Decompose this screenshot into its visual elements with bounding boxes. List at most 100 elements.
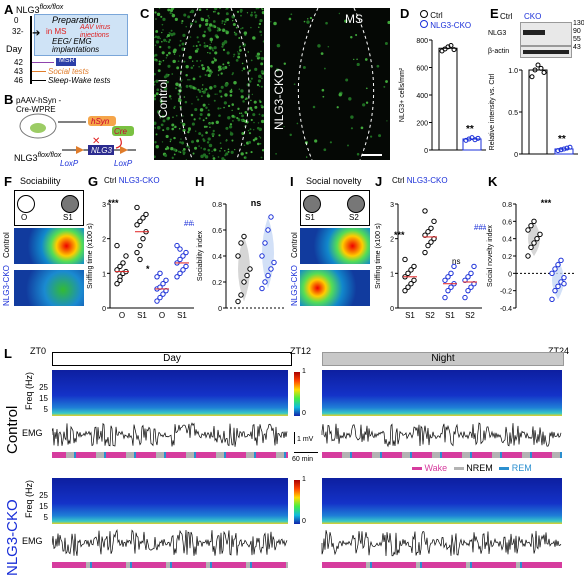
y-tick-label: 0.4 xyxy=(502,237,512,244)
cell-dot xyxy=(242,100,245,103)
cell-dot xyxy=(196,60,199,62)
data-point xyxy=(528,222,534,229)
cell-dot xyxy=(154,83,156,86)
data-point xyxy=(552,287,558,294)
cell-dot xyxy=(213,46,217,50)
cell-dot xyxy=(215,35,219,39)
colorbar-top-cko: 1 xyxy=(302,476,306,483)
cell-dot xyxy=(206,45,209,48)
cell-dot xyxy=(212,135,214,138)
legend-d: Ctrl NLG3-CKO xyxy=(420,10,471,30)
cell-dot xyxy=(177,60,180,63)
cell-dot xyxy=(260,156,263,159)
cell-dot xyxy=(173,53,176,55)
x-tick-label: O xyxy=(119,311,125,320)
cell-dot xyxy=(345,78,349,82)
x-tick-label: O xyxy=(159,311,165,320)
data-point xyxy=(567,144,573,150)
panel-label-i: I xyxy=(290,174,294,189)
cell-dot xyxy=(199,108,204,112)
cell-dot xyxy=(211,47,214,50)
emg-label-cko: EMG xyxy=(22,536,43,546)
data-point xyxy=(525,227,531,233)
cell-dot xyxy=(356,62,360,67)
cell-dot xyxy=(254,14,258,17)
cell-dot xyxy=(210,41,213,43)
data-point xyxy=(183,249,189,256)
timeline-axis xyxy=(30,16,32,84)
cell-dot xyxy=(233,53,236,56)
micrograph-cko-dots xyxy=(270,8,390,160)
cell-dot xyxy=(213,99,216,102)
cell-dot xyxy=(203,30,207,33)
cell-dot xyxy=(207,67,210,70)
aav-note: AAV virus injections xyxy=(80,24,111,39)
y-tick-label: 0.8 xyxy=(212,202,222,209)
cell-dot xyxy=(383,85,386,88)
cell-dot xyxy=(185,159,188,160)
cell-dot xyxy=(314,139,318,143)
chart-h: 0 0.2 0.4 0.6 0.8 Sociability index ns xyxy=(197,198,286,313)
cell-dot xyxy=(205,131,208,134)
blot-row-nlg3: NLG3 xyxy=(488,30,507,37)
social-tests-label: Social tests xyxy=(48,67,89,76)
data-point xyxy=(442,294,448,301)
novelty-arena: S1 S2 xyxy=(300,190,370,226)
cell-dot xyxy=(217,12,220,15)
cell-dot xyxy=(251,93,254,96)
cell-dot xyxy=(225,83,229,86)
cell-dot xyxy=(253,121,255,124)
data-point xyxy=(555,261,561,268)
x-tick-label: S1 xyxy=(405,311,415,320)
cell-dot xyxy=(197,98,200,101)
freq-label-cko: Freq (Hz) xyxy=(24,480,34,518)
cell-dot xyxy=(240,112,243,114)
cell-dot xyxy=(191,122,195,126)
day-label: Day xyxy=(6,44,23,54)
cell-dot xyxy=(191,60,194,62)
cell-dot xyxy=(163,38,167,42)
bar xyxy=(438,47,458,151)
cell-dot xyxy=(231,139,234,142)
novelty-title: Social novelty xyxy=(306,176,362,186)
data-point xyxy=(244,272,250,279)
cell-dot xyxy=(159,37,162,40)
ms-boundary-left xyxy=(179,8,199,160)
cell-dot xyxy=(198,25,201,28)
cell-dot xyxy=(219,150,221,152)
data-point xyxy=(555,283,561,290)
data-point xyxy=(174,242,180,249)
cell-dot xyxy=(250,26,252,29)
cell-dot xyxy=(200,17,203,19)
chart-e: 0 0.5 1.0 Relative intensity vs. Ctrl ** xyxy=(489,62,578,159)
cell-dot xyxy=(179,39,182,42)
cell-dot xyxy=(209,72,212,75)
cell-dot xyxy=(206,94,211,98)
cell-dot xyxy=(171,156,174,159)
cell-dot xyxy=(224,159,226,160)
data-point xyxy=(561,274,567,281)
data-point xyxy=(532,67,538,73)
mouse-s1-icon xyxy=(303,195,321,213)
cell-dot xyxy=(350,35,353,39)
cell-dot xyxy=(154,121,157,126)
data-point xyxy=(134,204,140,211)
cell-dot xyxy=(245,151,248,155)
cell-dot xyxy=(161,114,165,118)
cell-dot xyxy=(160,101,163,104)
cell-dot xyxy=(177,150,181,153)
data-point xyxy=(140,235,146,242)
eeg-label: EEG/ EMG implantations xyxy=(52,37,100,54)
data-point xyxy=(462,294,468,301)
y-axis-label: Social novelty index xyxy=(487,225,494,287)
micrograph-control-label: Control xyxy=(156,79,170,118)
cell-dot xyxy=(203,42,206,44)
data-point xyxy=(555,148,561,154)
cell-dot xyxy=(238,47,241,49)
data-point xyxy=(425,242,431,249)
data-point xyxy=(528,244,534,251)
cell-dot xyxy=(217,107,220,110)
cell-dot xyxy=(167,116,171,120)
data-point xyxy=(134,222,140,228)
cell-dot xyxy=(192,77,196,81)
